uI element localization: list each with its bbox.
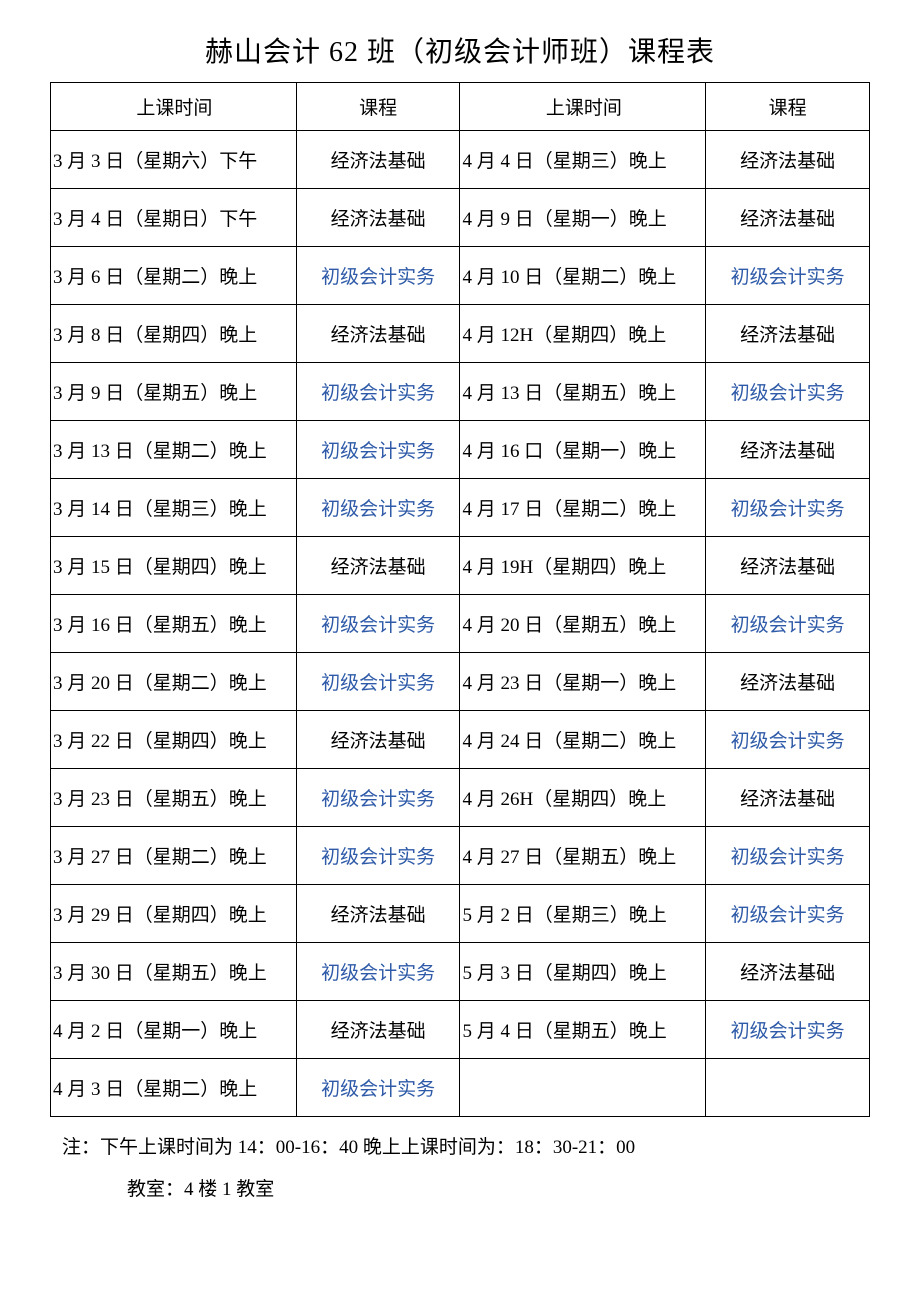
course-cell-left: 初级会计实务: [296, 827, 460, 885]
course-cell-right: 经济法基础: [706, 421, 870, 479]
time-cell-left: 3 月 30 日（星期五）晚上: [51, 943, 297, 1001]
header-course2: 课程: [706, 83, 870, 131]
course-cell-left: 初级会计实务: [296, 943, 460, 1001]
page-title: 赫山会计 62 班（初级会计师班）课程表: [50, 30, 870, 70]
time-cell-left: 3 月 13 日（星期二）晚上: [51, 421, 297, 479]
time-cell-left: 3 月 14 日（星期三）晚上: [51, 479, 297, 537]
course-cell-right: 初级会计实务: [706, 247, 870, 305]
course-cell-right: 经济法基础: [706, 769, 870, 827]
table-row: 3 月 29 日（星期四）晚上经济法基础5 月 2 日（星期三）晚上初级会计实务: [51, 885, 870, 943]
time-cell-right: 4 月 24 日（星期二）晚上: [460, 711, 706, 769]
table-row: 3 月 8 日（星期四）晚上经济法基础4 月 12H（星期四）晚上经济法基础: [51, 305, 870, 363]
time-cell-left: 3 月 9 日（星期五）晚上: [51, 363, 297, 421]
course-cell-left: 初级会计实务: [296, 479, 460, 537]
header-course1: 课程: [296, 83, 460, 131]
time-cell-left: 3 月 23 日（星期五）晚上: [51, 769, 297, 827]
course-cell-left: 经济法基础: [296, 305, 460, 363]
header-row: 上课时间 课程 上课时间 课程: [51, 83, 870, 131]
table-row: 3 月 23 日（星期五）晚上初级会计实务4 月 26H（星期四）晚上经济法基础: [51, 769, 870, 827]
course-cell-right: 初级会计实务: [706, 827, 870, 885]
course-cell-left: 经济法基础: [296, 885, 460, 943]
time-cell-right: 4 月 16 口（星期一）晚上: [460, 421, 706, 479]
course-cell-right: 初级会计实务: [706, 363, 870, 421]
course-cell-right: 初级会计实务: [706, 595, 870, 653]
time-cell-left: 3 月 16 日（星期五）晚上: [51, 595, 297, 653]
table-row: 3 月 6 日（星期二）晚上初级会计实务4 月 10 日（星期二）晚上初级会计实…: [51, 247, 870, 305]
table-row: 4 月 2 日（星期一）晚上经济法基础5 月 4 日（星期五）晚上初级会计实务: [51, 1001, 870, 1059]
time-cell-right: 4 月 17 日（星期二）晚上: [460, 479, 706, 537]
time-cell-right: 4 月 23 日（星期一）晚上: [460, 653, 706, 711]
time-cell-right: 4 月 10 日（星期二）晚上: [460, 247, 706, 305]
table-row: 3 月 15 日（星期四）晚上经济法基础4 月 19H（星期四）晚上经济法基础: [51, 537, 870, 595]
time-cell-left: 3 月 22 日（星期四）晚上: [51, 711, 297, 769]
table-row: 3 月 22 日（星期四）晚上经济法基础4 月 24 日（星期二）晚上初级会计实…: [51, 711, 870, 769]
course-cell-right: 初级会计实务: [706, 1001, 870, 1059]
time-cell-right: 4 月 27 日（星期五）晚上: [460, 827, 706, 885]
course-cell-right: 经济法基础: [706, 189, 870, 247]
time-cell-right: 5 月 2 日（星期三）晚上: [460, 885, 706, 943]
time-cell-left: 4 月 2 日（星期一）晚上: [51, 1001, 297, 1059]
course-cell-left: 经济法基础: [296, 711, 460, 769]
time-cell-left: 3 月 4 日（星期日）下午: [51, 189, 297, 247]
time-cell-right: 4 月 9 日（星期一）晚上: [460, 189, 706, 247]
course-cell-right: 经济法基础: [706, 305, 870, 363]
course-cell-left: 初级会计实务: [296, 363, 460, 421]
table-row: 3 月 30 日（星期五）晚上初级会计实务5 月 3 日（星期四）晚上经济法基础: [51, 943, 870, 1001]
table-row: 3 月 14 日（星期三）晚上初级会计实务4 月 17 日（星期二）晚上初级会计…: [51, 479, 870, 537]
course-cell-right: 初级会计实务: [706, 711, 870, 769]
notes-time: 注：下午上课时间为 14：00-16：40 晚上上课时间为：18：30-21：0…: [62, 1127, 870, 1169]
notes-room: 教室：4 楼 1 教室: [62, 1169, 870, 1211]
time-cell-left: 3 月 6 日（星期二）晚上: [51, 247, 297, 305]
table-row: 3 月 27 日（星期二）晚上初级会计实务4 月 27 日（星期五）晚上初级会计…: [51, 827, 870, 885]
time-cell-left: 3 月 3 日（星期六）下午: [51, 131, 297, 189]
course-cell-left: 初级会计实务: [296, 247, 460, 305]
table-row: 3 月 4 日（星期日）下午经济法基础4 月 9 日（星期一）晚上经济法基础: [51, 189, 870, 247]
time-cell-right: 4 月 12H（星期四）晚上: [460, 305, 706, 363]
course-cell-left: 初级会计实务: [296, 1059, 460, 1117]
course-cell-right: 经济法基础: [706, 131, 870, 189]
time-cell-right: [460, 1059, 706, 1117]
table-row: 3 月 3 日（星期六）下午经济法基础4 月 4 日（星期三）晚上经济法基础: [51, 131, 870, 189]
time-cell-left: 3 月 20 日（星期二）晚上: [51, 653, 297, 711]
time-cell-right: 4 月 19H（星期四）晚上: [460, 537, 706, 595]
course-cell-left: 经济法基础: [296, 537, 460, 595]
course-cell-left: 初级会计实务: [296, 769, 460, 827]
table-row: 3 月 16 日（星期五）晚上初级会计实务4 月 20 日（星期五）晚上初级会计…: [51, 595, 870, 653]
table-row: 4 月 3 日（星期二）晚上初级会计实务: [51, 1059, 870, 1117]
time-cell-left: 3 月 8 日（星期四）晚上: [51, 305, 297, 363]
course-cell-left: 经济法基础: [296, 189, 460, 247]
time-cell-left: 3 月 15 日（星期四）晚上: [51, 537, 297, 595]
time-cell-right: 4 月 20 日（星期五）晚上: [460, 595, 706, 653]
time-cell-left: 3 月 27 日（星期二）晚上: [51, 827, 297, 885]
course-cell-left: 经济法基础: [296, 1001, 460, 1059]
time-cell-right: 5 月 3 日（星期四）晚上: [460, 943, 706, 1001]
course-cell-left: 初级会计实务: [296, 595, 460, 653]
notes-section: 注：下午上课时间为 14：00-16：40 晚上上课时间为：18：30-21：0…: [50, 1127, 870, 1211]
time-cell-left: 3 月 29 日（星期四）晚上: [51, 885, 297, 943]
course-cell-right: 经济法基础: [706, 537, 870, 595]
table-row: 3 月 9 日（星期五）晚上初级会计实务4 月 13 日（星期五）晚上初级会计实…: [51, 363, 870, 421]
table-row: 3 月 20 日（星期二）晚上初级会计实务4 月 23 日（星期一）晚上经济法基…: [51, 653, 870, 711]
course-cell-left: 初级会计实务: [296, 421, 460, 479]
schedule-table: 上课时间 课程 上课时间 课程 3 月 3 日（星期六）下午经济法基础4 月 4…: [50, 82, 870, 1117]
time-cell-right: 4 月 26H（星期四）晚上: [460, 769, 706, 827]
course-cell-right: [706, 1059, 870, 1117]
table-row: 3 月 13 日（星期二）晚上初级会计实务4 月 16 口（星期一）晚上经济法基…: [51, 421, 870, 479]
course-cell-right: 经济法基础: [706, 943, 870, 1001]
course-cell-right: 初级会计实务: [706, 479, 870, 537]
time-cell-right: 5 月 4 日（星期五）晚上: [460, 1001, 706, 1059]
course-cell-right: 初级会计实务: [706, 885, 870, 943]
header-time2: 上课时间: [460, 83, 706, 131]
course-cell-left: 初级会计实务: [296, 653, 460, 711]
header-time1: 上课时间: [51, 83, 297, 131]
course-cell-right: 经济法基础: [706, 653, 870, 711]
course-cell-left: 经济法基础: [296, 131, 460, 189]
time-cell-right: 4 月 4 日（星期三）晚上: [460, 131, 706, 189]
time-cell-left: 4 月 3 日（星期二）晚上: [51, 1059, 297, 1117]
time-cell-right: 4 月 13 日（星期五）晚上: [460, 363, 706, 421]
